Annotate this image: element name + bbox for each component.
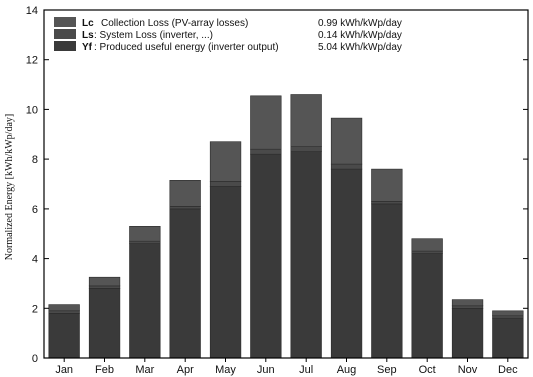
legend-text-ls: : System Loss (inverter, ...) [94,30,213,41]
bar-mar-lc [129,226,161,242]
bar-oct-lc [411,238,443,252]
bars-group [48,94,524,359]
y-tick-label-0: 0 [32,353,38,365]
legend-text-lc: Collection Loss (PV-array losses) [101,18,248,29]
plot-frame [43,9,529,359]
y-tick-label-8: 8 [32,154,38,166]
bar-may-yf [209,186,242,359]
legend-key-yf: Yf [82,42,93,53]
y-tick-label-12: 12 [26,55,38,67]
bar-jun-lc [250,95,282,150]
legend-key-ls: Ls [82,30,94,41]
bar-oct-ls [411,250,443,254]
bar-jul-yf [290,151,322,359]
bar-jun-ls [250,148,282,155]
bar-sep-ls [371,201,403,205]
x-tick-label-may: May [215,364,236,376]
bar-may-ls [209,181,242,187]
legend-value-ls: 0.14 kWh/kWp/day [318,30,402,41]
y-tick-label-6: 6 [32,204,38,216]
bar-jun-yf [250,153,282,359]
y-axis-label: Normalized Energy [kWh/kWp/day] [4,114,15,260]
x-tick-label-jun: Jun [257,364,275,376]
x-tick-label-sep: Sep [377,364,397,376]
bar-sep-lc [371,168,403,202]
y-tick-label-10: 10 [26,104,38,116]
x-tick-label-apr: Apr [177,364,194,376]
x-tick-label-feb: Feb [95,364,114,376]
bar-nov-lc [451,299,484,307]
x-tick-label-oct: Oct [419,364,436,376]
bar-oct-yf [411,253,443,359]
legend-value-lc: 0.99 kWh/kWp/day [318,18,402,29]
bar-jan-yf [48,312,80,359]
bar-nov-ls [451,305,484,309]
bar-dec-lc [492,310,524,317]
y-tick-label-14: 14 [26,5,38,17]
legend-value-yf: 5.04 kWh/kWp/day [318,42,402,53]
axes-group: Jan Feb Mar Apr May Jun Jul Aug Sep Oct Nov Dec 0 2 4 6… [26,5,528,376]
legend-swatch-ls [54,29,76,39]
bar-nov-yf [451,307,484,359]
y-tick-label-2: 2 [32,303,38,315]
x-tick-label-jul: Jul [299,364,313,376]
bar-aug-lc [330,117,363,165]
x-tick-label-dec: Dec [498,364,518,376]
bar-aug-yf [330,168,363,359]
x-tick-label-nov: Nov [458,364,478,376]
x-tick-label-aug: Aug [337,364,357,376]
legend-swatch-yf [54,41,76,51]
bar-apr-lc [169,180,201,207]
bar-jan-lc [48,304,80,312]
bar-may-lc [209,141,242,182]
bar-mar-yf [129,243,161,359]
bar-sep-yf [371,203,403,359]
legend-swatch-lc [54,17,76,27]
bar-jul-lc [290,94,322,148]
legend-text-yf: : Produced useful energy (inverter outpu… [94,42,279,53]
legend-key-lc: Lc [82,18,94,29]
bar-aug-ls [330,163,363,170]
bar-feb-ls [88,285,121,289]
bar-feb-yf [88,288,121,359]
x-tick-label-jan: Jan [55,364,73,376]
bar-dec-yf [492,317,524,359]
bar-mar-ls [129,240,161,244]
bar-jan-ls [48,310,80,314]
bar-jul-ls [290,146,322,152]
bar-feb-lc [88,276,121,287]
bar-apr-yf [169,208,201,359]
y-tick-label-4: 4 [32,254,38,266]
x-tick-label-mar: Mar [135,364,154,376]
bar-apr-ls [169,206,201,210]
legend: Lc Collection Loss (PV-array losses) 0.9… [54,17,402,53]
